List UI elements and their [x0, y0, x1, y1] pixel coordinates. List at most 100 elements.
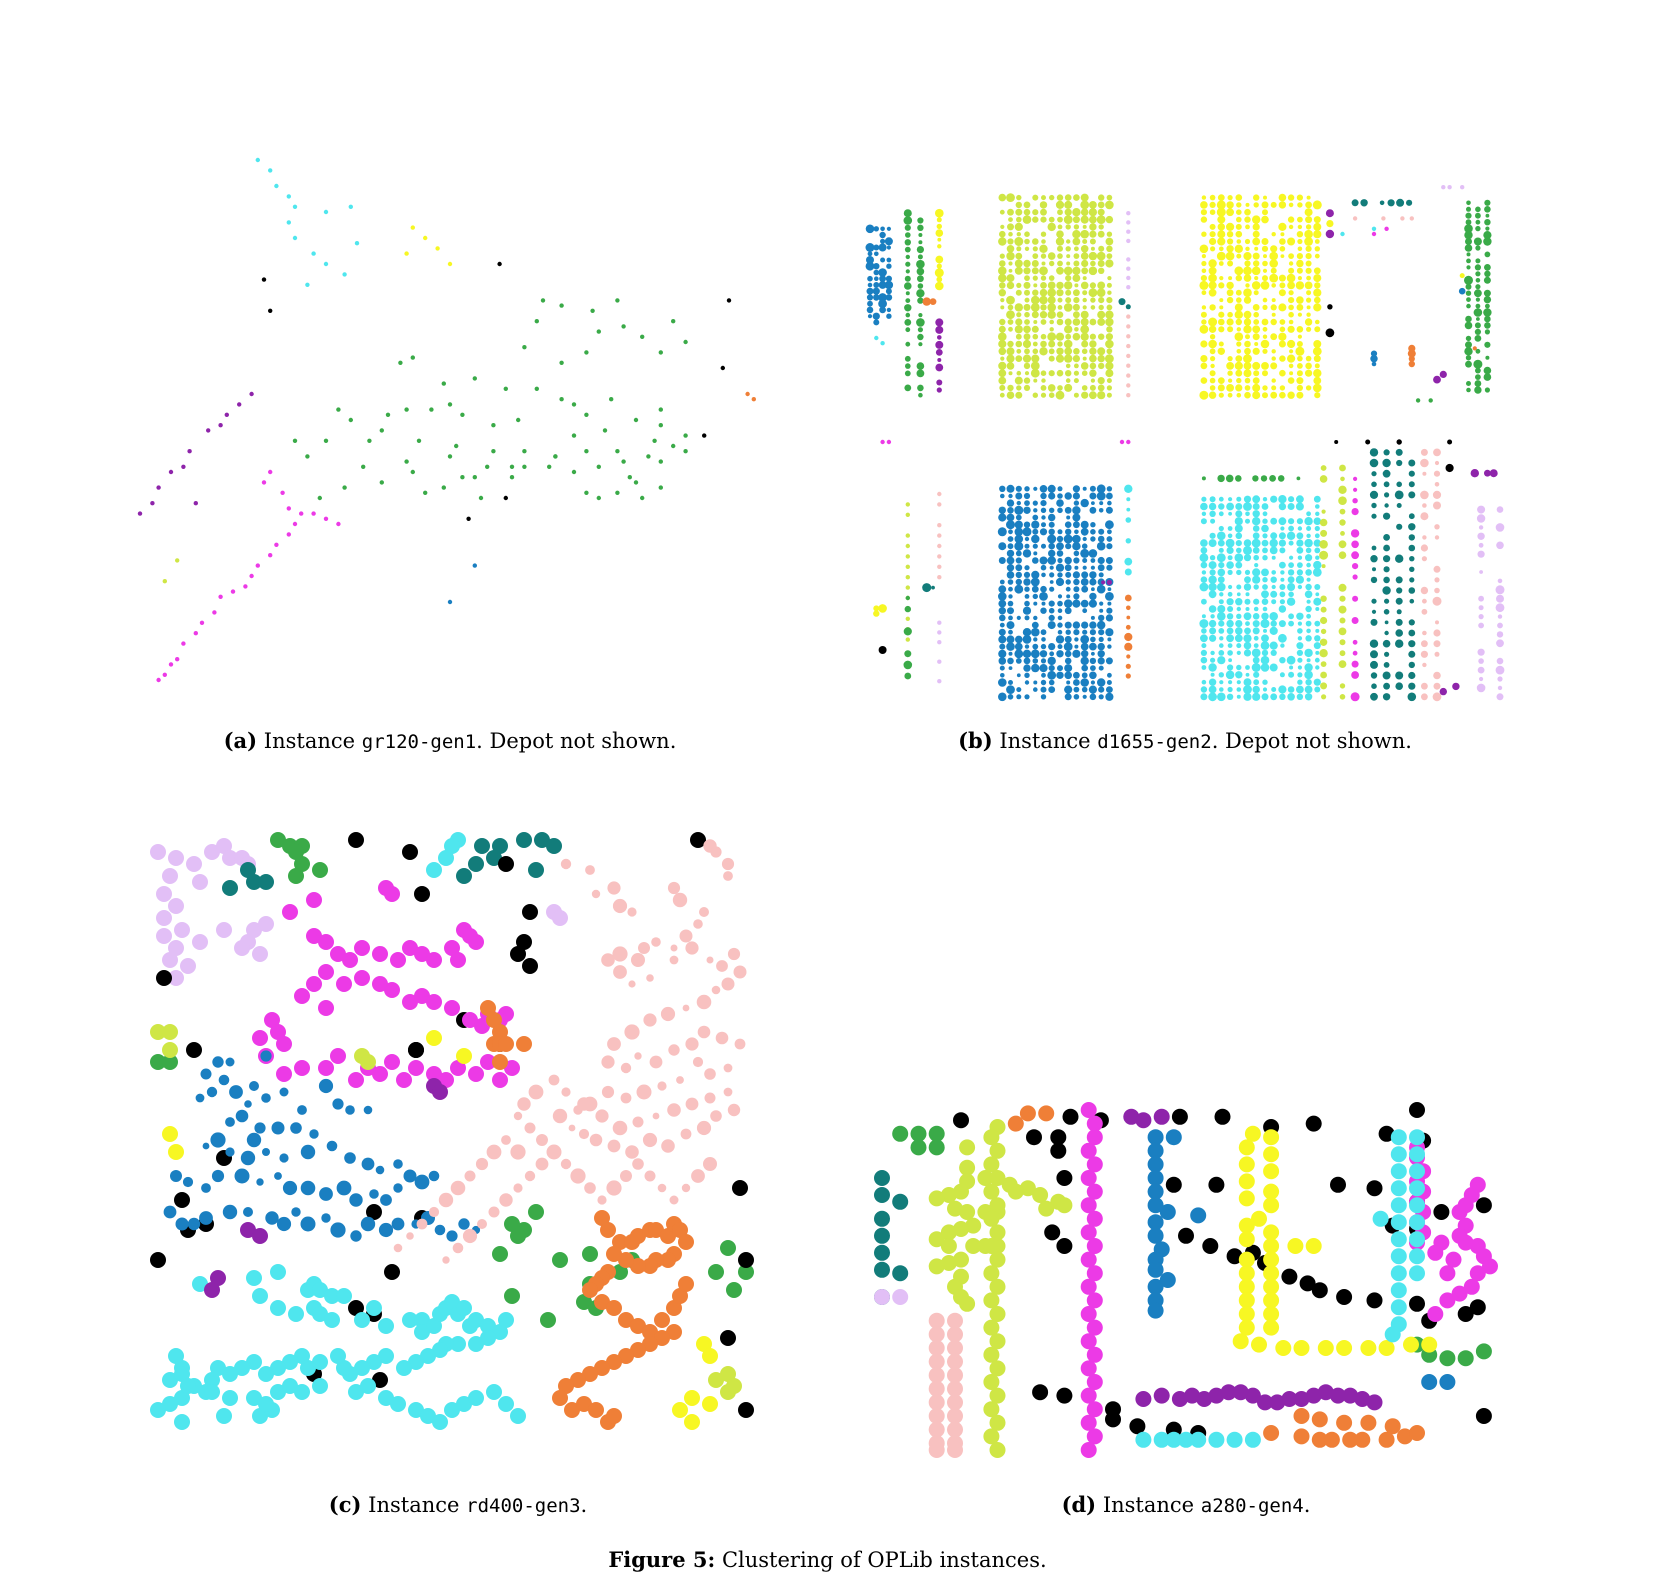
point-lime	[983, 1346, 1000, 1363]
point-lime	[1089, 391, 1097, 400]
point-pink	[699, 907, 709, 917]
point-pink	[646, 974, 654, 982]
point-blue	[998, 607, 1006, 615]
point-purple	[1196, 1391, 1213, 1407]
point-cyan	[180, 1378, 196, 1394]
point-lime	[1006, 251, 1015, 261]
point-blue	[1056, 542, 1064, 551]
point-lime	[1038, 1200, 1055, 1217]
point-blue	[1089, 642, 1097, 651]
point-cyan	[324, 1288, 340, 1304]
point-purple	[181, 464, 186, 469]
point-lavender	[1478, 605, 1484, 611]
point-blue	[1031, 534, 1040, 544]
point-lime	[1319, 540, 1328, 549]
point-lime	[998, 273, 1007, 283]
point-lavender	[1497, 622, 1503, 629]
point-lime	[1320, 628, 1327, 635]
point-magenta	[318, 964, 334, 980]
point-yellow	[1209, 231, 1216, 238]
point-pink	[632, 1116, 644, 1128]
point-purple	[1305, 1387, 1322, 1404]
point-blue	[1008, 666, 1013, 670]
point-cyan	[1286, 655, 1296, 665]
point-teal	[1383, 555, 1391, 563]
point-blue	[414, 1174, 430, 1190]
point-magenta	[880, 439, 885, 445]
point-green	[904, 282, 912, 290]
point-yellow	[1306, 275, 1311, 281]
point-lavender	[1126, 229, 1131, 234]
point-purple	[249, 391, 254, 397]
point-cyan	[1243, 649, 1252, 657]
point-pink	[406, 1232, 414, 1240]
point-magenta	[1350, 529, 1360, 538]
point-cyan	[1228, 511, 1232, 516]
point-green	[1475, 1343, 1492, 1360]
point-yellow	[1208, 339, 1217, 349]
point-pink	[524, 1170, 536, 1182]
point-cyan	[1278, 539, 1286, 547]
point-magenta	[402, 994, 418, 1010]
panel-b	[860, 172, 1510, 712]
point-blue	[1039, 528, 1048, 536]
point-cyan	[1286, 531, 1296, 540]
point-blue	[1439, 1374, 1456, 1390]
point-yellow	[1245, 283, 1250, 288]
point-yellow	[1235, 230, 1243, 238]
point-lime	[999, 209, 1005, 215]
point-magenta	[1080, 1278, 1097, 1295]
point-lime	[1016, 282, 1022, 288]
point-pink	[1421, 693, 1428, 701]
point-yellow	[1219, 305, 1224, 310]
point-yellow	[1313, 369, 1322, 378]
point-cyan	[1409, 1248, 1425, 1265]
point-pink	[716, 960, 728, 972]
point-lime	[1023, 267, 1031, 275]
point-pink	[937, 575, 942, 580]
point-lime	[1047, 310, 1056, 319]
point-purple	[1354, 1391, 1371, 1407]
point-lime	[1040, 253, 1047, 259]
point-pink	[928, 1421, 945, 1438]
point-green	[928, 1125, 945, 1142]
point-teal	[1370, 650, 1378, 659]
point-black	[261, 277, 267, 282]
point-cyan	[1124, 568, 1132, 576]
point-yellow	[1251, 1210, 1267, 1227]
point-magenta	[1086, 1156, 1103, 1173]
point-yellow	[1306, 305, 1311, 310]
point-blue	[1089, 578, 1097, 586]
point-lime	[1024, 246, 1030, 251]
point-yellow	[1201, 290, 1207, 296]
point-yellow	[1296, 391, 1304, 399]
point-cyan	[1218, 620, 1225, 627]
point-lime	[977, 1170, 994, 1186]
point-yellow	[1236, 327, 1241, 332]
point-yellow	[1238, 1139, 1255, 1156]
point-yellow	[1297, 216, 1303, 223]
point-blue	[1007, 507, 1014, 514]
point-lavender	[892, 1289, 909, 1305]
point-yellow	[1253, 260, 1260, 267]
point-cyan	[1225, 538, 1235, 548]
point-magenta	[1080, 1224, 1097, 1241]
point-cyan	[1261, 649, 1269, 657]
point-yellow	[1296, 377, 1304, 385]
point-yellow	[1313, 355, 1321, 363]
point-lavender	[1496, 506, 1504, 513]
point-yellow	[1262, 268, 1268, 273]
point-teal	[1395, 671, 1404, 680]
point-lime	[175, 558, 180, 563]
point-blue	[199, 1211, 213, 1225]
point-cyan	[480, 1318, 496, 1334]
point-pink	[928, 1408, 945, 1424]
point-cyan	[1209, 569, 1216, 576]
point-green	[1485, 303, 1490, 309]
point-lime	[1319, 649, 1328, 658]
point-teal	[1383, 534, 1390, 541]
point-orange	[1378, 1431, 1395, 1448]
caption-b-code: d1655-gen2	[1097, 731, 1212, 753]
point-blue	[999, 622, 1005, 628]
point-yellow	[1271, 283, 1276, 288]
